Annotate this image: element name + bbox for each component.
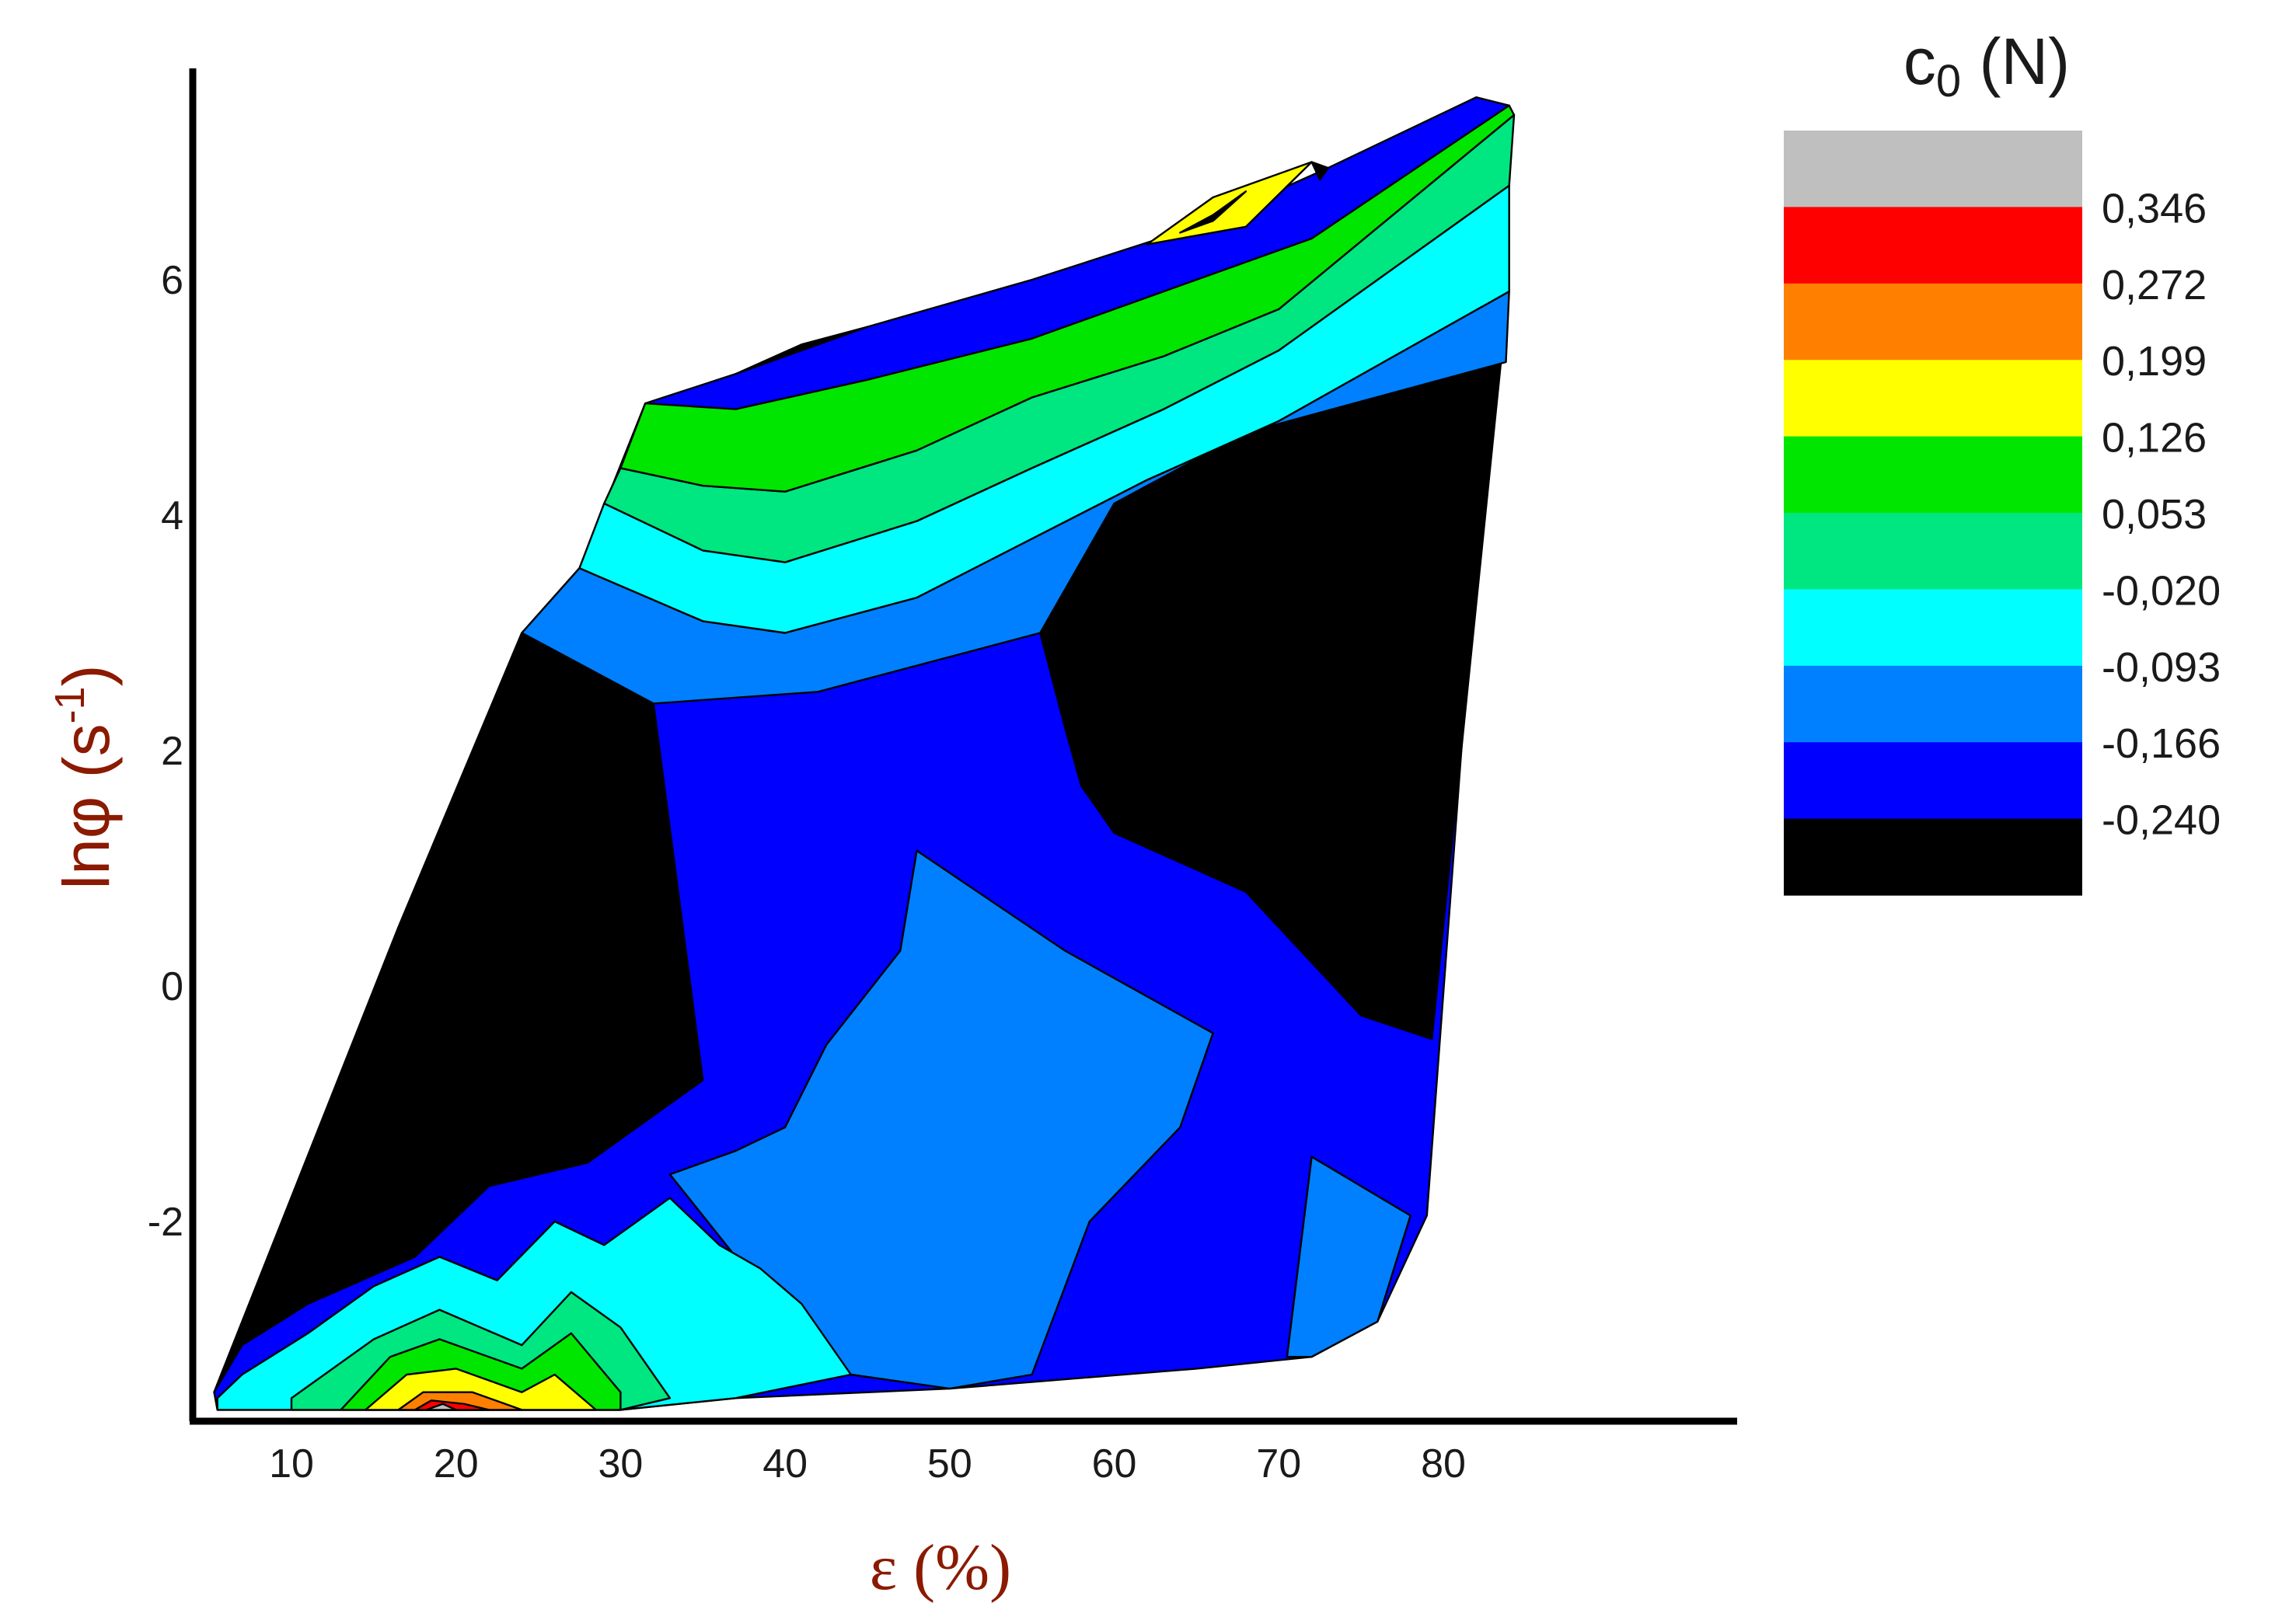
colorbar-swatch: [1784, 589, 2082, 667]
colorbar-swatch: [1784, 207, 2082, 284]
y-tick-label: 2: [161, 729, 183, 774]
contour-region-18: [1310, 161, 1330, 181]
colorbar-swatch: [1784, 665, 2082, 743]
contour-region-14: [619, 104, 1516, 493]
colorbar: c0 (N) 0,346 0,272 0,199 0,126 0,053 -0,020 -0…: [1784, 25, 2221, 896]
y-tick-label: 4: [161, 493, 183, 538]
colorbar-level-label: -0,240: [2102, 797, 2221, 844]
colorbar-title: c0 (N): [1903, 25, 2070, 106]
x-axis-label: ε (%): [870, 1532, 1011, 1604]
colorbar-swatch: [1784, 436, 2082, 514]
colorbar-level-label: 0,126: [2102, 415, 2207, 462]
y-axis-label-sup: -1: [47, 686, 93, 723]
x-tick-label: 70: [1256, 1441, 1301, 1486]
x-tick-label: 20: [434, 1441, 479, 1486]
y-tick-label: 6: [161, 258, 183, 303]
colorbar-swatches: [1784, 131, 2082, 896]
colorbar-swatch: [1784, 283, 2082, 361]
colorbar-level-label: -0,093: [2102, 644, 2221, 691]
colorbar-swatch: [1784, 818, 2082, 896]
x-tick-label: 40: [762, 1441, 808, 1486]
contour-region-16: [734, 326, 869, 375]
y-tick-label: -2: [148, 1200, 183, 1245]
contour-region-3: [1286, 1155, 1411, 1358]
colorbar-swatch: [1784, 360, 2082, 437]
colorbar-level-label: 0,199: [2102, 338, 2207, 385]
colorbar-labels: 0,346 0,272 0,199 0,126 0,053 -0,020 -0,093 -0,…: [2102, 185, 2221, 843]
x-tick-label: 80: [1421, 1441, 1466, 1486]
colorbar-level-label: -0,020: [2102, 567, 2221, 614]
y-tick-label: 0: [161, 964, 183, 1009]
x-tick-label: 50: [927, 1441, 972, 1486]
colorbar-title-sub: 0: [1936, 56, 1961, 106]
contour-region-10: [425, 1403, 457, 1411]
contour-region-0: [213, 632, 704, 1393]
y-axis-label-main: lnφ (s: [50, 723, 123, 889]
y-tick-labels: -2 0 2 4 6: [148, 258, 183, 1245]
colorbar-swatch: [1784, 131, 2082, 207]
contour-region-17: [1179, 190, 1247, 234]
x-tick-label: 10: [269, 1441, 314, 1486]
x-tick-label: 30: [598, 1441, 644, 1486]
contour-regions: [213, 96, 1516, 1411]
axes: [189, 68, 1737, 1425]
colorbar-swatch: [1784, 742, 2082, 820]
colorbar-swatch: [1784, 513, 2082, 590]
x-tick-label: 60: [1092, 1441, 1137, 1486]
colorbar-level-label: -0,166: [2102, 720, 2221, 767]
colorbar-title-unit: (N): [1961, 25, 2070, 98]
colorbar-level-label: 0,346: [2102, 185, 2207, 232]
colorbar-level-label: 0,272: [2102, 262, 2207, 308]
y-axis-label-close: ): [50, 664, 123, 686]
colorbar-level-label: 0,053: [2102, 491, 2207, 538]
colorbar-title-main: c: [1903, 25, 1936, 98]
x-tick-labels: 10 20 30 40 50 60 70 80: [269, 1441, 1466, 1486]
y-axis-label: lnφ (s-1): [47, 664, 123, 889]
